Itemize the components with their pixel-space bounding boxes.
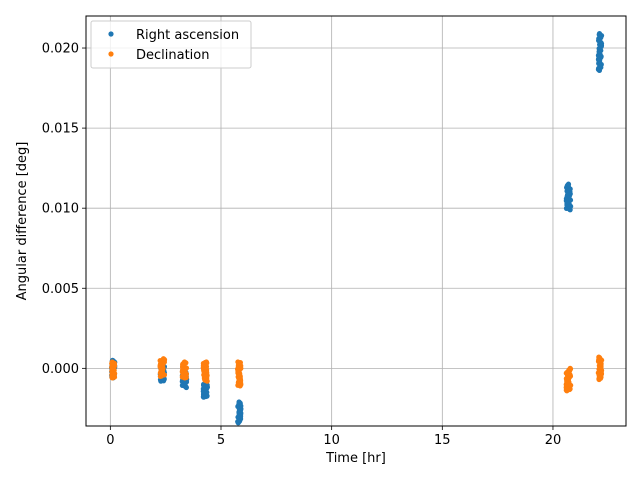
- y-axis-ticks: 0.000 0.005 0.010 0.015 0.020: [42, 42, 86, 377]
- x-tick-label: 15: [434, 433, 451, 448]
- point-declination: [160, 356, 167, 362]
- y-axis-label: Angular difference [deg]: [15, 142, 30, 301]
- point-declination: [567, 365, 573, 371]
- legend-label-right-ascension: Right ascension: [136, 28, 239, 43]
- point-declination: [235, 359, 241, 365]
- x-tick-label: 10: [323, 433, 340, 448]
- x-axis-ticks: 0 5 10 15 20: [106, 426, 561, 448]
- legend: Right ascension Declination: [90, 20, 252, 69]
- x-tick-label: 0: [106, 433, 114, 448]
- x-tick-label: 20: [545, 433, 562, 448]
- point-right-ascension: [201, 381, 207, 387]
- grid-lines: [86, 16, 626, 426]
- data-points: [109, 31, 605, 426]
- y-tick-label: 0.020: [42, 42, 79, 57]
- point-right-ascension: [596, 31, 603, 37]
- y-tick-label: 0.005: [42, 282, 79, 297]
- point-declination: [203, 359, 209, 365]
- x-tick-label: 5: [217, 433, 225, 448]
- y-tick-label: 0.000: [42, 362, 79, 377]
- legend-frame: [90, 20, 252, 69]
- x-axis-label: Time [hr]: [325, 451, 386, 466]
- legend-marker-declination: [108, 51, 114, 57]
- point-declination: [109, 359, 115, 365]
- plot-frame: [85, 15, 627, 427]
- point-right-ascension: [236, 399, 242, 405]
- y-tick-label: 0.010: [42, 202, 79, 217]
- point-right-ascension: [565, 181, 572, 187]
- y-tick-label: 0.015: [42, 122, 79, 137]
- legend-marker-right-ascension: [108, 31, 114, 37]
- point-declination: [181, 359, 188, 365]
- point-declination: [596, 354, 602, 360]
- legend-label-declination: Declination: [136, 48, 210, 63]
